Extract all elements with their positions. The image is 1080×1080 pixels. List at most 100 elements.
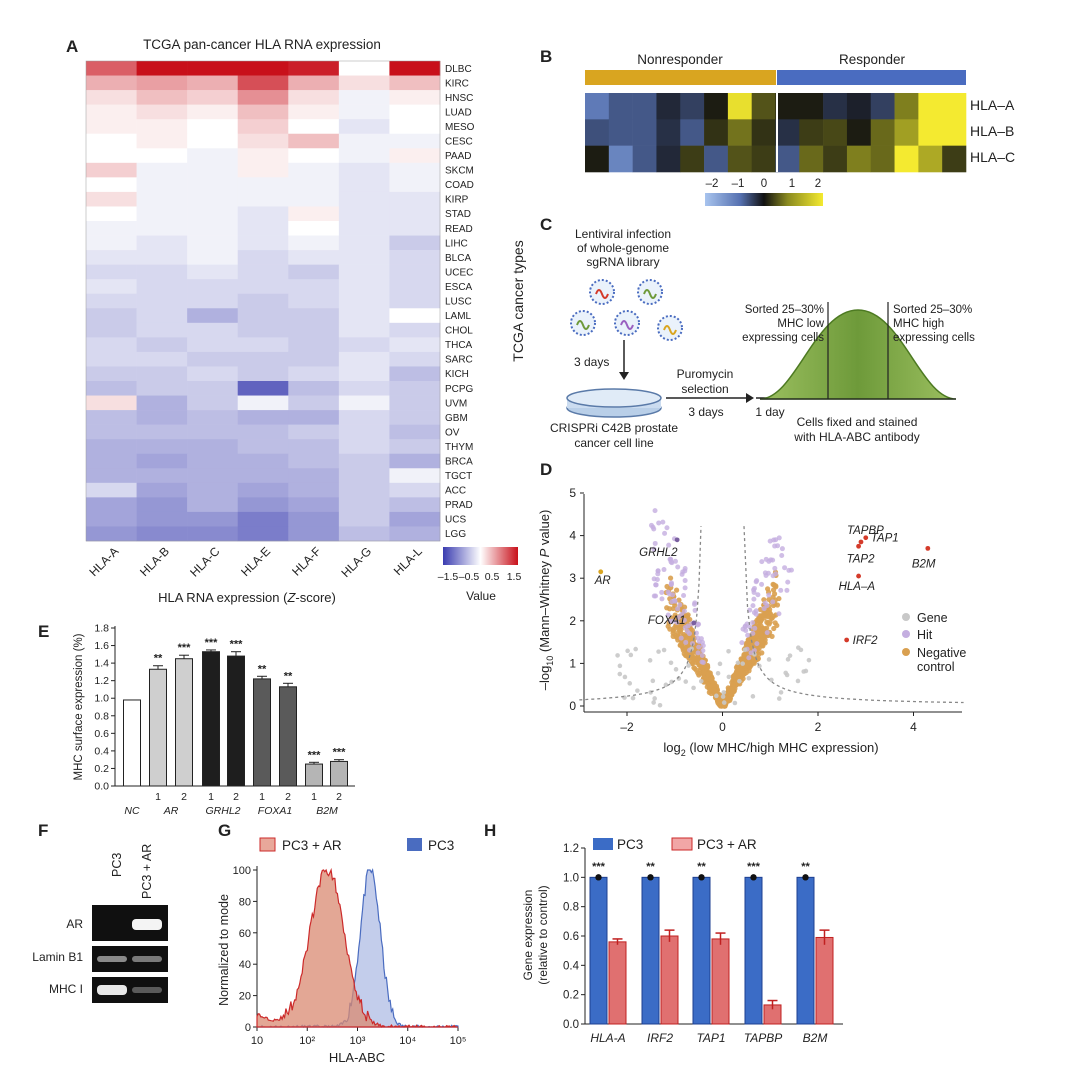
negative-control-point — [665, 623, 671, 629]
heatmap-b-row-label: HLA–C — [970, 149, 1015, 165]
bar-h-category-label: IRF2 — [647, 1031, 673, 1045]
legend-pc3-ar-swatch — [671, 837, 693, 851]
annotated-point — [858, 539, 864, 545]
heatmap-a-cell — [187, 235, 239, 251]
heatmap-b-cell — [870, 119, 895, 146]
petri-dish-icon — [566, 388, 662, 418]
cell-line-text: CRISPRi C42B prostate cancer cell line — [550, 421, 678, 450]
annotated-point-label: IRF2 — [853, 635, 879, 647]
heatmap-a-cell — [136, 104, 188, 120]
heatmap-a-cell — [288, 221, 340, 236]
heatmap-a-cell — [136, 191, 188, 207]
gene-point — [633, 646, 638, 652]
hit-point — [745, 632, 751, 638]
hit-point — [653, 582, 659, 588]
negative-control-point — [757, 631, 764, 638]
heatmap-b-cell — [656, 93, 681, 120]
bar-h-pc3-point — [698, 874, 705, 881]
bar-e-bar — [253, 678, 271, 787]
sorted-low-text: Sorted 25–30% MHC low expressing cells — [742, 304, 825, 344]
hit-point — [779, 552, 785, 558]
hit-point — [686, 631, 692, 637]
hit-point — [776, 535, 782, 541]
heatmap-a-cell — [338, 351, 390, 367]
heatmap-b-cell — [608, 119, 633, 146]
negative-control-point — [771, 625, 777, 632]
heatmap-a-cell — [187, 308, 239, 324]
heatmap-a-cell — [237, 191, 289, 207]
panel-h-label: H — [484, 821, 496, 840]
negative-control-point — [677, 642, 684, 648]
heatmap-a-row-label: SARC — [445, 355, 473, 366]
heatmap-a-cell — [288, 250, 340, 265]
legend-pc3-label: PC3 — [617, 837, 643, 852]
heatmap-a-cell — [86, 133, 137, 149]
heatmap-a-cell — [136, 381, 188, 396]
heatmap-a-cell — [86, 264, 137, 280]
panel-e-label: E — [38, 622, 49, 641]
hit-point — [766, 592, 772, 598]
bar-e-y-tick-label: 1.8 — [94, 623, 109, 635]
bar-e-replicate-label: 1 — [208, 791, 214, 803]
heatmap-a-row-label: GBM — [445, 413, 468, 424]
annotated-point-label: TAP2 — [847, 553, 876, 565]
svg-text:Cells fixed and stained: Cells fixed and stained — [797, 415, 918, 429]
heatmap-a-cell — [136, 162, 188, 178]
heatmap-a-colorbar-title: Value — [466, 589, 496, 603]
heatmap-a-cell — [338, 250, 390, 265]
panel-c-label: C — [540, 215, 552, 234]
hit-point — [779, 546, 785, 552]
heatmap-a-row-label: BLCA — [445, 253, 471, 264]
negative-control-point — [667, 575, 674, 581]
heatmap-a-cell — [389, 279, 441, 295]
bar-h-pc3-ar-bar — [608, 941, 627, 1025]
heatmap-a-cell — [338, 148, 390, 164]
heatmap-a-cell — [187, 148, 239, 164]
heatmap-a-cell — [187, 264, 239, 280]
heatmap-a-cell — [288, 75, 340, 91]
heatmap-a-cell — [237, 497, 289, 513]
heatmap-a-cell — [86, 381, 137, 396]
heatmap-a-cell — [389, 366, 441, 382]
heatmap-a-row-label: KIRP — [445, 195, 469, 206]
gene-point — [715, 670, 721, 676]
heatmap-b-cell — [823, 119, 848, 146]
virus-icon — [657, 315, 683, 341]
heatmap-b-cell — [727, 93, 752, 120]
gene-point — [617, 663, 623, 669]
bar-h-pc3-bar — [692, 876, 711, 1025]
svg-text:Sorted 25–30%: Sorted 25–30% — [893, 304, 972, 316]
heatmap-a-cell — [389, 410, 441, 425]
heatmap-a-cell — [389, 90, 441, 105]
bar-h-legend: PC3 PC3 + AR — [593, 837, 757, 852]
heatmap-b — [585, 93, 967, 173]
hit-point — [759, 581, 765, 587]
heatmap-a-cell — [187, 177, 239, 193]
heatmap-a-cell — [338, 162, 390, 178]
legend-control-label: control — [917, 660, 955, 674]
hit-point — [695, 622, 701, 628]
heatmap-b-cell — [727, 119, 752, 146]
bar-chart-h: 0.0 0.2 0.4 0.6 0.8 1.0 1.2 Gene expression (rel… — [521, 843, 843, 1045]
hit-point — [770, 573, 776, 579]
histogram-y-tick-label: 20 — [239, 991, 251, 1003]
negative-control-point — [696, 672, 702, 678]
heatmap-a-cell — [338, 410, 390, 425]
heatmap-a-row-label: BRCA — [445, 457, 473, 468]
heatmap-a-cell — [338, 279, 390, 295]
heatmap-a-row-label: TGCT — [445, 471, 472, 482]
panel-g: G PC3 + AR PC3 0 20 40 60 80 100 10 10² 10³ 10⁴ 10… — [217, 821, 466, 1065]
annotated-point — [674, 537, 680, 543]
heatmap-a-cell — [288, 453, 340, 469]
heatmap-a-cell — [86, 250, 137, 265]
hit-point — [672, 558, 678, 564]
heatmap-a-column-label: HLA-C — [187, 544, 223, 580]
heatmap-a-row-label: STAD — [445, 209, 471, 220]
hit-point — [672, 598, 678, 604]
gene-point — [691, 685, 696, 691]
heatmap-a-cell — [136, 75, 188, 91]
gene-point — [717, 661, 723, 667]
hit-point — [691, 601, 697, 607]
heatmap-b-cell — [608, 145, 633, 173]
bar-e-bar — [202, 651, 220, 787]
